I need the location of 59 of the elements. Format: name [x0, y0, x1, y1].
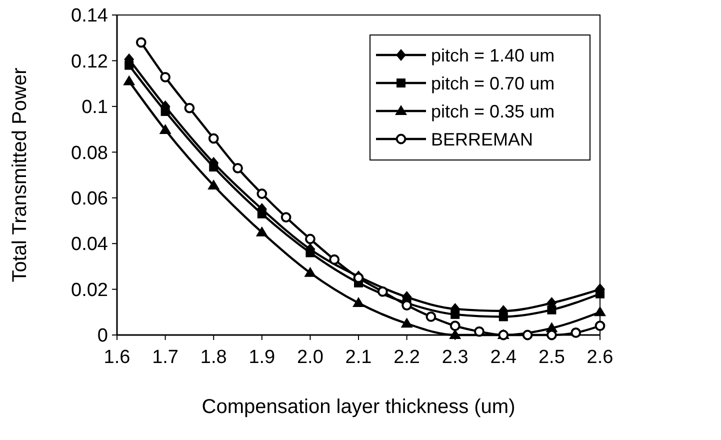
legend-label: pitch = 0.70 um [431, 73, 555, 94]
point [498, 312, 508, 322]
legend-label: pitch = 1.40 um [431, 45, 555, 66]
point [305, 234, 316, 244]
x-tick-label: 2.3 [442, 347, 468, 368]
point [136, 37, 146, 48]
legend-label: BERREMAN [431, 129, 534, 150]
legend-label: pitch = 0.35 um [431, 101, 555, 122]
point [304, 266, 316, 277]
point [208, 133, 219, 144]
y-tick-label: 0.04 [71, 234, 108, 256]
point [594, 320, 606, 332]
y-tick-label: 0.02 [71, 280, 108, 301]
x-tick-label: 1.8 [200, 347, 227, 368]
point [256, 188, 268, 199]
point [329, 254, 340, 265]
point [594, 306, 606, 316]
point [352, 297, 364, 307]
x-axis-title: Compensation layer thickness (um) [202, 396, 516, 418]
x-tick-label: 2.6 [586, 347, 614, 368]
y-tick-label: 0.06 [71, 188, 108, 210]
x-tick-label: 2.5 [538, 347, 565, 368]
point [160, 106, 170, 116]
point [124, 60, 134, 70]
x-tick-label: 2.4 [490, 347, 518, 368]
point [570, 328, 582, 338]
point [256, 226, 268, 236]
point [208, 180, 220, 190]
x-tick-label: 2.1 [345, 347, 372, 368]
point [232, 162, 243, 174]
point [474, 326, 484, 337]
point [160, 72, 170, 82]
point [449, 329, 462, 339]
x-tick-label: 1.9 [248, 347, 276, 368]
point [400, 318, 413, 328]
y-axis-title: Total Transmitted Power [9, 67, 31, 282]
x-tick-label: 1.6 [104, 347, 130, 368]
point [306, 248, 315, 258]
point [257, 209, 266, 218]
x-tick-label: 2.2 [394, 347, 420, 368]
point [450, 310, 460, 319]
y-tick-label: 0.12 [71, 51, 108, 72]
point [547, 305, 556, 314]
point [377, 286, 388, 297]
y-tick-label: 0.1 [82, 97, 108, 118]
point [522, 330, 533, 340]
point [123, 75, 136, 86]
x-tick-label: 1.7 [152, 347, 179, 368]
point [596, 289, 604, 298]
x-tick-label: 2.0 [296, 347, 324, 368]
point [209, 162, 218, 172]
y-tick-label: 0.08 [71, 142, 108, 164]
point [280, 212, 292, 222]
y-tick-label: 0 [97, 326, 108, 347]
y-tick-label: 0.14 [71, 6, 108, 27]
point [450, 320, 460, 332]
point [159, 124, 172, 134]
point [426, 312, 436, 322]
point [184, 102, 195, 114]
